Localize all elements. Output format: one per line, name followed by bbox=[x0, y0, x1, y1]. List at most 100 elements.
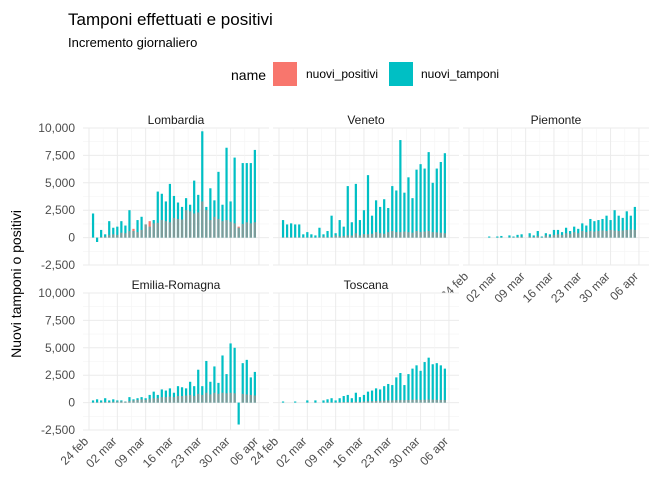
bar-tamponi bbox=[593, 221, 596, 238]
bar-positivi-overlap bbox=[233, 393, 236, 403]
bar-positivi-overlap bbox=[556, 234, 560, 238]
bar-positivi-overlap bbox=[104, 402, 107, 403]
bar-tamponi bbox=[358, 397, 362, 403]
bar-tamponi bbox=[395, 377, 398, 403]
bar-positivi-overlap bbox=[225, 220, 228, 238]
bar-tamponi bbox=[120, 221, 123, 238]
y-tick-label: 5,000 bbox=[45, 176, 75, 190]
bar-positivi-overlap bbox=[104, 236, 107, 238]
bar-positivi-overlap bbox=[362, 234, 366, 238]
bar-tamponi bbox=[241, 163, 244, 238]
bar-tamponi bbox=[237, 402, 240, 425]
bar-positivi-overlap bbox=[189, 211, 192, 238]
bar-positivi-overlap bbox=[358, 235, 362, 238]
bar-tamponi bbox=[548, 234, 552, 238]
bar-positivi-overlap bbox=[168, 396, 172, 403]
bar-tamponi bbox=[560, 232, 564, 238]
bar-positivi-overlap bbox=[221, 392, 224, 403]
bar-tamponi bbox=[633, 206, 636, 238]
bar-tamponi bbox=[391, 186, 394, 238]
bar-tamponi bbox=[407, 177, 410, 238]
bar-tamponi bbox=[233, 157, 236, 238]
bar-tamponi bbox=[229, 343, 232, 403]
bar-tamponi bbox=[100, 400, 103, 403]
bar-tamponi bbox=[354, 392, 357, 403]
bar-positivi-overlap bbox=[209, 394, 212, 403]
bar-tamponi bbox=[508, 235, 511, 238]
bar-tamponi bbox=[427, 152, 430, 238]
bar-tamponi bbox=[164, 390, 167, 403]
bar-tamponi bbox=[116, 400, 119, 403]
bar-tamponi bbox=[419, 164, 422, 238]
bar-tamponi bbox=[322, 400, 325, 403]
y-axis-label: Nuovi tamponi o positivi bbox=[8, 210, 24, 358]
bar-positivi-overlap bbox=[358, 401, 362, 403]
bar-positivi-overlap bbox=[253, 222, 256, 238]
bar-tamponi bbox=[609, 220, 612, 238]
chart-subtitle: Incremento giornaliero bbox=[68, 35, 197, 50]
bar-positivi-overlap bbox=[617, 231, 620, 238]
bar-positivi-overlap bbox=[589, 231, 592, 238]
x-tick-label: 02 mar bbox=[83, 434, 119, 470]
bar-positivi-overlap bbox=[552, 234, 556, 238]
bar-positivi-overlap bbox=[569, 233, 572, 238]
bar-positivi-overlap bbox=[431, 232, 434, 238]
bar-positivi-overlap bbox=[516, 237, 519, 238]
bar-tamponi bbox=[209, 381, 212, 403]
bar-positivi-overlap bbox=[128, 231, 131, 238]
x-tick-label: 02 mar bbox=[463, 269, 499, 305]
bar-positivi-overlap bbox=[346, 235, 349, 238]
bar-positivi-overlap bbox=[403, 231, 406, 238]
bar-tamponi bbox=[156, 191, 159, 238]
bar-positivi-overlap bbox=[184, 210, 188, 238]
bar-tamponi bbox=[350, 398, 353, 403]
bar-tamponi bbox=[245, 163, 248, 238]
bar-tamponi bbox=[201, 131, 204, 238]
strip-label: Lombardia bbox=[148, 113, 205, 127]
bar-positivi-overlap bbox=[136, 232, 139, 238]
bar-positivi-overlap bbox=[419, 231, 422, 238]
bar-positivi-overlap bbox=[193, 213, 196, 238]
bar-tamponi bbox=[556, 229, 560, 238]
bar-tamponi bbox=[370, 215, 374, 238]
bar-positivi-overlap bbox=[443, 233, 446, 238]
bar-positivi-overlap bbox=[217, 218, 220, 238]
bar-tamponi bbox=[536, 231, 539, 238]
x-tick-label: 02 mar bbox=[273, 434, 309, 470]
bar-positivi-overlap bbox=[573, 232, 576, 238]
x-tick-label: 23 mar bbox=[168, 434, 204, 470]
bar-positivi-overlap bbox=[140, 229, 143, 238]
bar-positivi-overlap bbox=[184, 395, 188, 403]
bar-positivi-overlap bbox=[201, 394, 204, 403]
bar-tamponi bbox=[342, 396, 345, 403]
bar-tamponi bbox=[423, 362, 426, 403]
bar-positivi-overlap bbox=[585, 232, 588, 238]
panel-emilia-romagna: Emilia-Romagna -2,500 0 2,500 5,000 7,500 10,0… bbox=[38, 278, 269, 471]
bar-tamponi bbox=[540, 236, 543, 238]
bar-tamponi bbox=[379, 206, 382, 238]
bar-positivi-overlap bbox=[350, 235, 353, 238]
bar-tamponi bbox=[443, 153, 446, 238]
bar-positivi-overlap bbox=[379, 400, 382, 403]
bar-positivi-overlap bbox=[330, 237, 333, 238]
bar-positivi-overlap bbox=[366, 234, 370, 238]
bar-positivi-overlap bbox=[249, 394, 252, 403]
bar-positivi-overlap bbox=[168, 222, 172, 238]
bar-tamponi bbox=[306, 232, 309, 238]
x-tick-label: 16 mar bbox=[140, 434, 176, 470]
bar-positivi-overlap bbox=[439, 232, 442, 238]
bar-tamponi bbox=[241, 363, 244, 403]
bar-positivi-overlap bbox=[172, 397, 176, 403]
bar-tamponi bbox=[366, 175, 370, 238]
bar-tamponi bbox=[318, 227, 321, 238]
panel-veneto: Veneto bbox=[273, 113, 459, 266]
bar-positivi-overlap bbox=[362, 401, 366, 403]
bar-tamponi bbox=[205, 360, 208, 403]
bar-positivi-overlap bbox=[229, 392, 232, 403]
bar-tamponi bbox=[108, 400, 111, 403]
bar-tamponi bbox=[302, 234, 305, 238]
bar-tamponi bbox=[342, 226, 345, 238]
bar-tamponi bbox=[488, 236, 491, 238]
bar-tamponi bbox=[168, 388, 172, 403]
